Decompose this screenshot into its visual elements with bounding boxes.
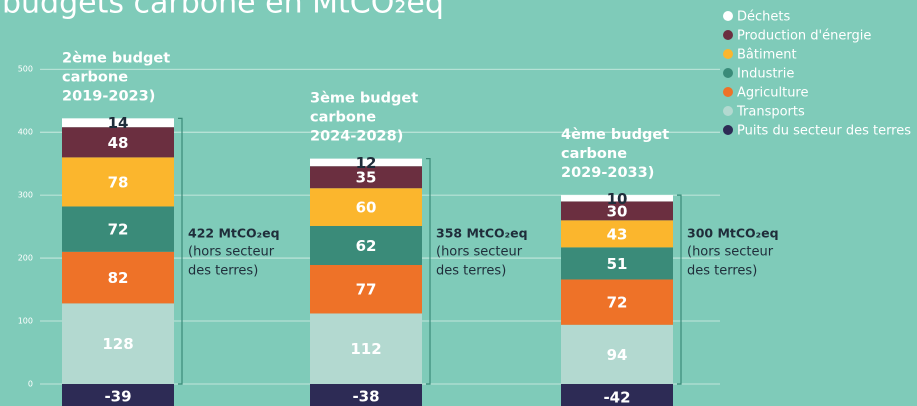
legend-swatch [723, 125, 733, 135]
value-label: 72 [607, 294, 628, 312]
y-tick-label: 200 [18, 254, 33, 263]
legend-swatch [723, 11, 733, 21]
legend-swatch [723, 68, 733, 78]
bar-segment [310, 313, 422, 384]
value-label: 43 [607, 225, 628, 243]
legend-label: Agriculture [737, 86, 809, 101]
total-note: des terres) [436, 264, 506, 279]
bar-segment [62, 206, 174, 252]
chart-title: budgets carbone en MtCO₂eq [2, 0, 444, 21]
bar-segment [310, 265, 422, 314]
total-label: 358 MtCO₂eq [436, 226, 528, 241]
bar-segment [561, 195, 673, 202]
legend-label: Transports [736, 105, 805, 120]
y-tick-label: 0 [28, 379, 33, 388]
bar-segment [62, 118, 174, 128]
bar-segment [310, 383, 422, 406]
bar-segment [62, 157, 174, 207]
bar-segment [561, 279, 673, 325]
bar-heading: 2024-2028) [310, 129, 403, 145]
bar-segment [561, 324, 673, 384]
value-label: 30 [607, 202, 628, 220]
value-label: 48 [108, 134, 129, 152]
value-label: 128 [102, 335, 133, 353]
value-label: -38 [352, 387, 379, 405]
bar-segment [310, 188, 422, 226]
total-note: (hors secteur [188, 245, 275, 260]
bar-segment [310, 166, 422, 189]
bar-segment [561, 247, 673, 280]
value-label: 82 [108, 269, 129, 287]
y-tick-label: 300 [18, 191, 33, 200]
bar-heading: 2029-2033) [561, 165, 654, 181]
bracket [178, 117, 183, 385]
value-label: 12 [356, 154, 377, 172]
bar-segment [62, 383, 174, 406]
bar-segment [310, 225, 422, 266]
total-label: 422 MtCO₂eq [188, 226, 280, 241]
legend-swatch [723, 49, 733, 59]
legend-swatch [723, 87, 733, 97]
legend-label: Déchets [737, 10, 790, 25]
value-label: -42 [603, 389, 630, 406]
bar-heading: carbone [561, 146, 627, 162]
value-label: 14 [108, 114, 129, 132]
value-label: 60 [356, 199, 377, 217]
value-label: 72 [108, 221, 129, 239]
bar-heading: carbone [62, 69, 128, 85]
value-label: 35 [356, 169, 377, 187]
value-label: 77 [356, 281, 377, 299]
bracket [426, 158, 431, 385]
bar-segment [62, 303, 174, 384]
bracket [677, 194, 682, 385]
total-label: 300 MtCO₂eq [687, 226, 779, 241]
y-tick-label: 100 [18, 317, 33, 326]
bar-segment [310, 158, 422, 167]
bar-segment [561, 220, 673, 248]
legend-swatch [723, 30, 733, 40]
value-label: 78 [108, 173, 129, 191]
legend-label: Puits du secteur des terres [737, 124, 911, 139]
total-note: des terres) [687, 264, 757, 279]
bar-heading: 4ème budget [561, 127, 669, 143]
y-tick-label: 400 [18, 128, 33, 137]
bar-heading: 3ème budget [310, 91, 418, 107]
bar-segment [561, 383, 673, 406]
value-label: 94 [607, 346, 628, 364]
legend-label: Bâtiment [737, 48, 797, 63]
bar-segment [561, 201, 673, 221]
total-note: (hors secteur [436, 245, 523, 260]
y-tick-label: 500 [18, 65, 33, 74]
bar-heading: carbone [310, 110, 376, 126]
value-label: 112 [350, 340, 381, 358]
value-label: -39 [104, 388, 131, 406]
bar-segment [62, 251, 174, 304]
value-label: 51 [607, 255, 628, 273]
legend-label: Production d'énergie [737, 29, 871, 44]
legend-swatch [723, 106, 733, 116]
value-label: 62 [356, 237, 377, 255]
value-label: 10 [607, 190, 628, 208]
legend-label: Industrie [737, 67, 794, 82]
bar-heading: 2019-2023) [62, 88, 155, 104]
bar-segment [62, 127, 174, 158]
total-note: des terres) [188, 264, 258, 279]
total-note: (hors secteur [687, 245, 774, 260]
bar-heading: 2ème budget [62, 50, 170, 66]
